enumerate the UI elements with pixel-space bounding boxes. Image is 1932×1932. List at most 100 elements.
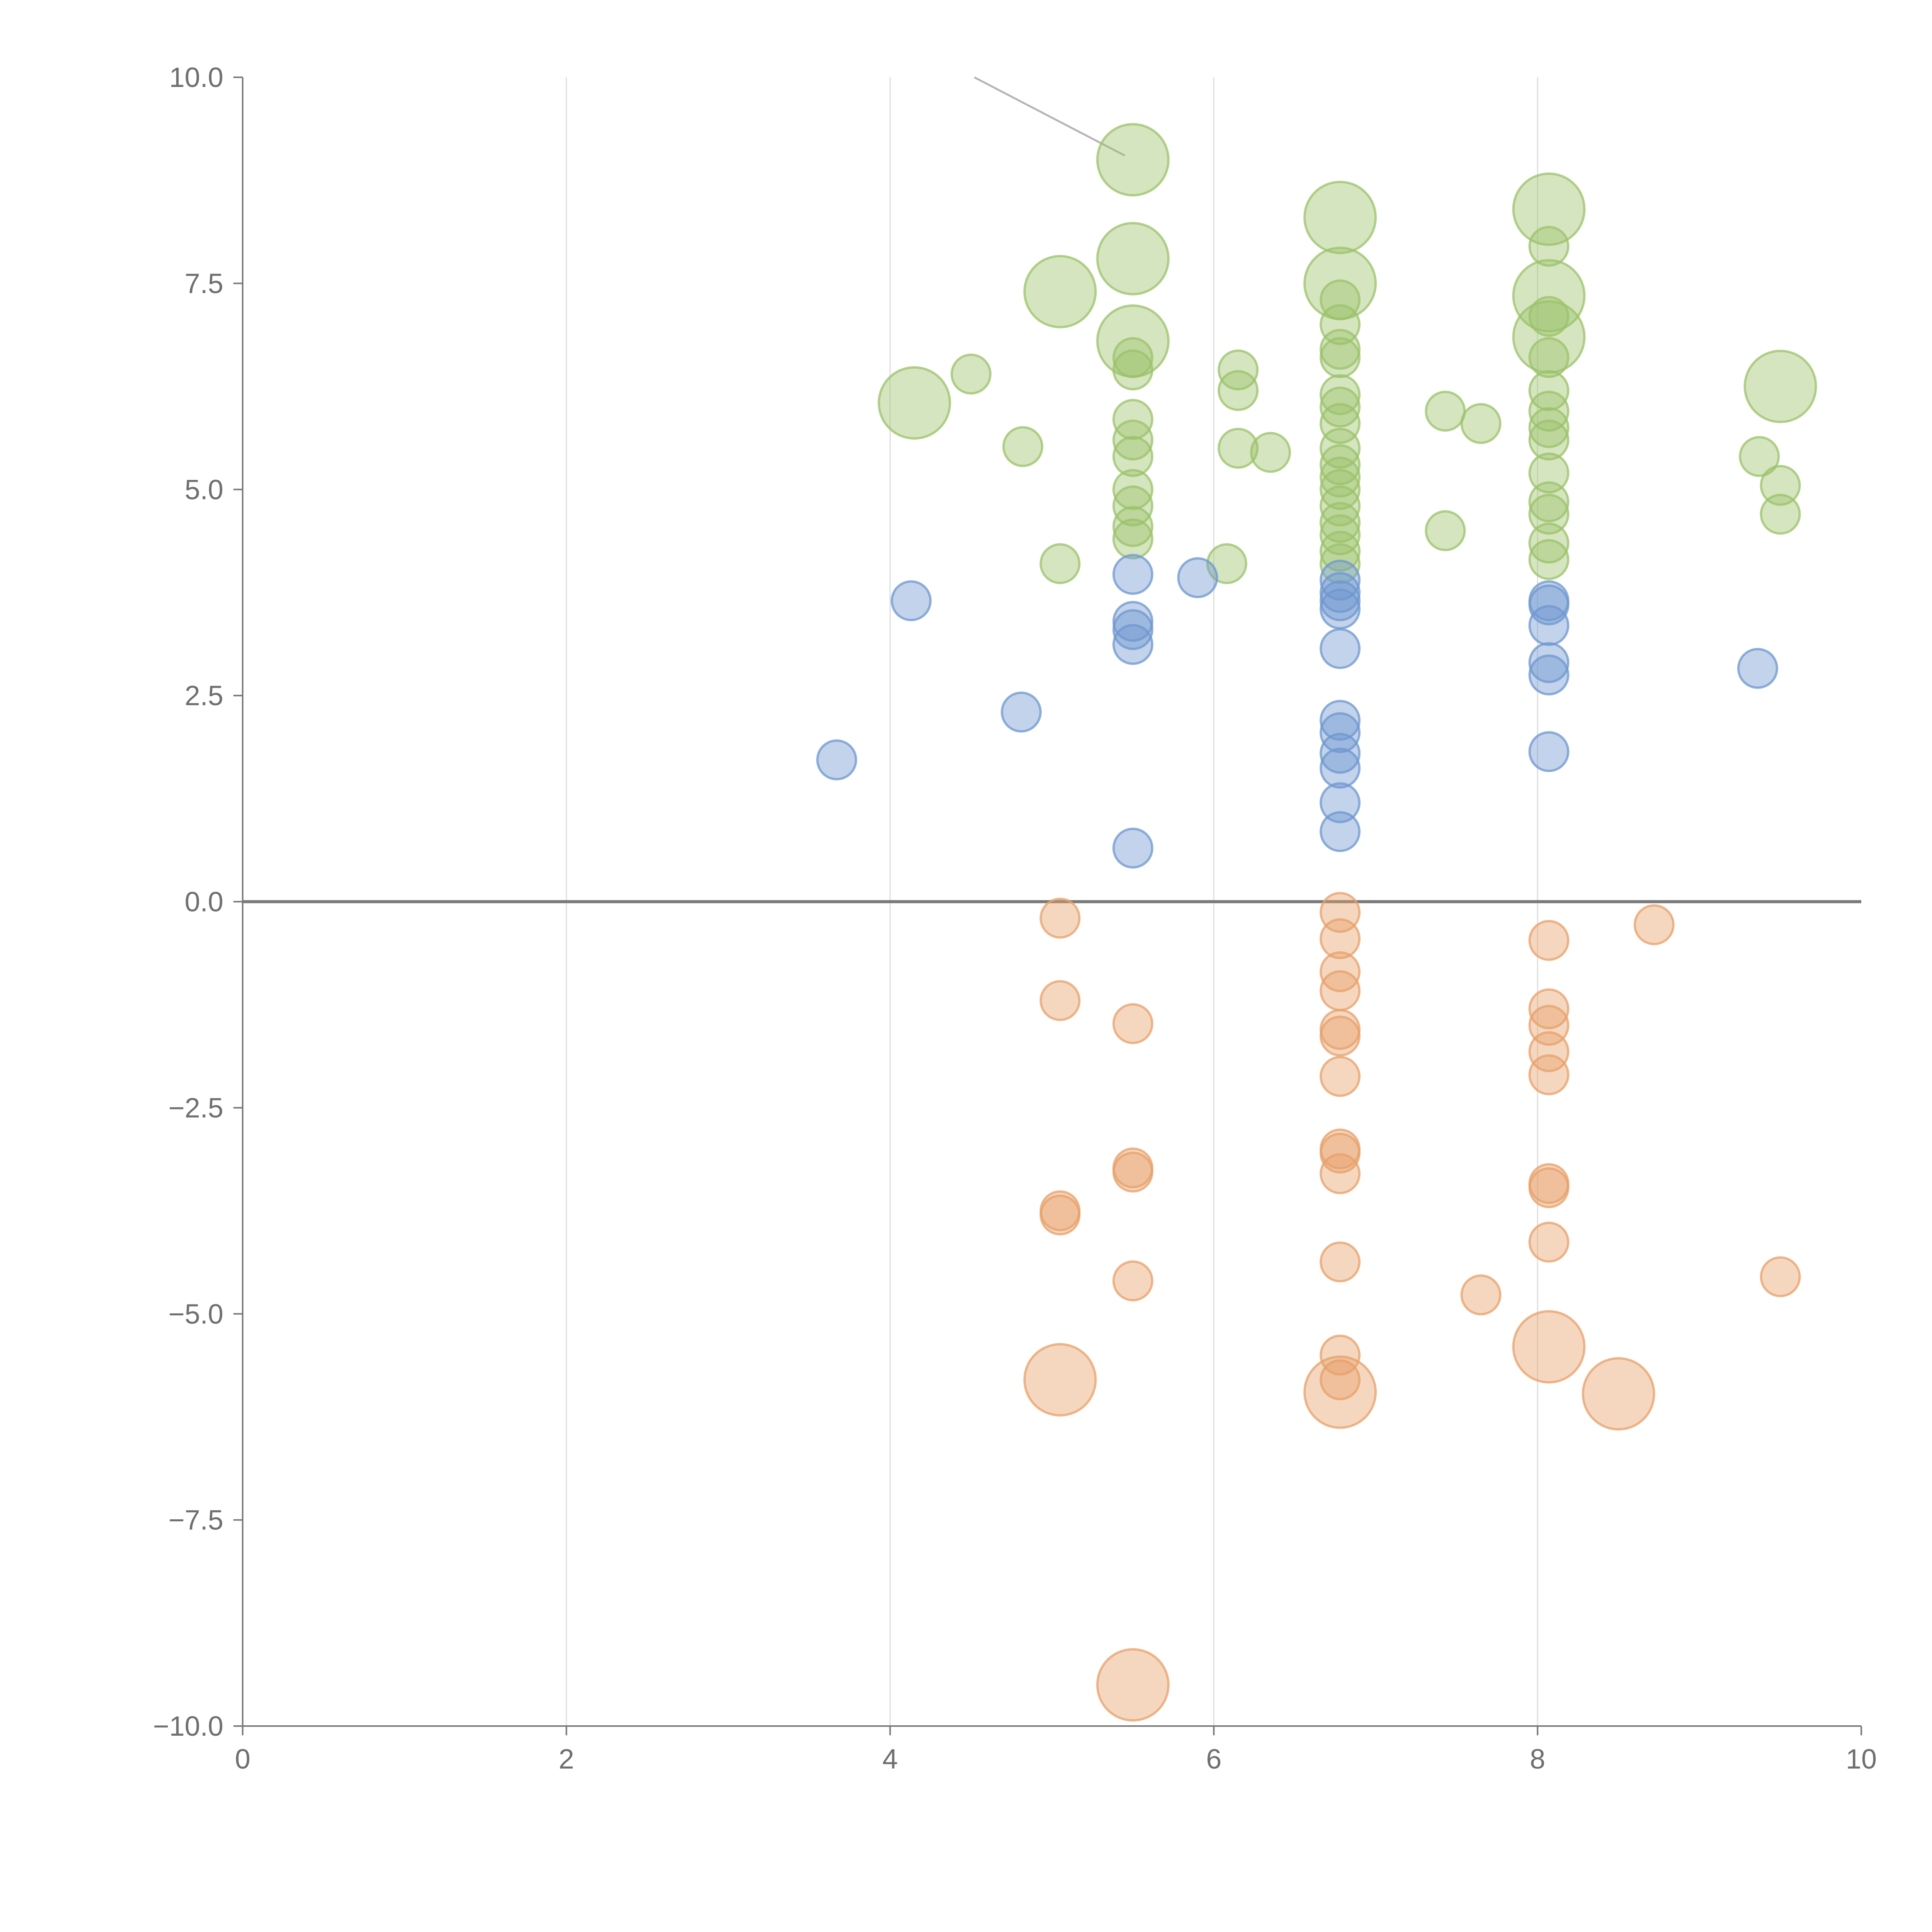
green-point-6 xyxy=(1112,419,1153,461)
green-point-52 xyxy=(1528,419,1570,461)
orange-point-8 xyxy=(1112,1260,1153,1301)
orange-point-9 xyxy=(1096,1648,1170,1722)
green-point-50 xyxy=(1528,391,1570,432)
y-tick-label-2: 5.0 xyxy=(185,474,223,505)
green-point-46 xyxy=(1528,226,1570,267)
y-tick-label-5: −2.5 xyxy=(168,1093,223,1124)
green-point-8 xyxy=(1112,469,1153,510)
green-point-3 xyxy=(1112,337,1153,378)
green-point-10 xyxy=(1112,506,1153,547)
green-point-41 xyxy=(1460,403,1502,444)
orange-point-1 xyxy=(1039,980,1081,1021)
green-point-59 xyxy=(1739,436,1780,477)
orange-point-35 xyxy=(1582,1357,1655,1431)
blue-point-0 xyxy=(816,739,857,781)
green-point-1 xyxy=(1096,222,1170,296)
green-point-49 xyxy=(1528,370,1570,411)
blue-point-14 xyxy=(1320,700,1361,741)
x-tick-label-5: 10 xyxy=(1846,1744,1877,1775)
green-point-7 xyxy=(1112,436,1153,477)
orange-point-36 xyxy=(1760,1256,1801,1298)
blue-point-1 xyxy=(891,580,932,621)
blue-point-3 xyxy=(1112,554,1153,595)
green-point-31 xyxy=(1320,428,1361,469)
green-point-20 xyxy=(1250,432,1291,473)
orange-point-3 xyxy=(1039,1194,1081,1236)
blue-point-12 xyxy=(1320,588,1361,630)
orange-point-26 xyxy=(1528,920,1570,961)
x-tick-label-0: 0 xyxy=(235,1744,250,1775)
orange-point-20 xyxy=(1320,1241,1361,1282)
blue-point-17 xyxy=(1320,747,1361,789)
orange-point-25 xyxy=(1633,904,1675,946)
green-point-5 xyxy=(1112,399,1153,440)
blue-point-2 xyxy=(1000,691,1042,733)
green-point-58 xyxy=(1743,350,1817,423)
annotation-leader-line xyxy=(974,76,1126,156)
y-tick-label-6: −5.0 xyxy=(168,1299,223,1330)
blue-point-25 xyxy=(1528,731,1570,772)
y-tick-label-1: 7.5 xyxy=(185,268,223,299)
x-tick-label-2: 4 xyxy=(883,1744,898,1775)
green-point-24 xyxy=(1320,279,1361,321)
green-point-33 xyxy=(1320,456,1361,498)
green-point-55 xyxy=(1528,493,1570,535)
green-point-42 xyxy=(1425,510,1466,551)
orange-point-16 xyxy=(1320,1056,1361,1097)
green-point-27 xyxy=(1320,337,1361,378)
blue-point-16 xyxy=(1320,733,1361,774)
orange-point-33 xyxy=(1528,1221,1570,1263)
blue-point-19 xyxy=(1320,811,1361,852)
orange-point-7 xyxy=(1112,1151,1153,1193)
orange-point-11 xyxy=(1320,918,1361,959)
green-point-17 xyxy=(1218,349,1259,391)
green-point-40 xyxy=(1425,391,1466,432)
blue-point-24 xyxy=(1528,654,1570,696)
green-point-0 xyxy=(1096,123,1170,197)
green-point-38 xyxy=(1320,531,1361,572)
blue-point-23 xyxy=(1528,642,1570,683)
green-point-19 xyxy=(1218,428,1259,469)
green-point-44 xyxy=(1512,259,1586,333)
green-point-32 xyxy=(1320,444,1361,485)
orange-point-19 xyxy=(1320,1153,1361,1194)
orange-point-27 xyxy=(1528,988,1570,1029)
green-point-14 xyxy=(878,366,951,440)
orange-point-32 xyxy=(1528,1167,1570,1208)
blue-point-6 xyxy=(1112,624,1153,665)
orange-point-21 xyxy=(1320,1334,1361,1376)
y-tick-label-4: 0.0 xyxy=(185,887,223,918)
green-point-29 xyxy=(1320,386,1361,428)
blue-point-8 xyxy=(1177,557,1218,599)
green-point-4 xyxy=(1112,349,1153,391)
green-point-54 xyxy=(1528,481,1570,522)
green-point-36 xyxy=(1320,502,1361,543)
green-point-22 xyxy=(1303,180,1377,254)
orange-point-15 xyxy=(1320,1015,1361,1057)
green-point-51 xyxy=(1528,407,1570,448)
y-tick-label-7: −7.5 xyxy=(168,1505,223,1536)
bubbles xyxy=(816,123,1817,1722)
green-point-35 xyxy=(1320,485,1361,527)
green-point-11 xyxy=(1112,518,1153,560)
y-tick-label-8: −10.0 xyxy=(153,1711,223,1742)
orange-point-22 xyxy=(1320,1359,1361,1400)
orange-point-13 xyxy=(1320,970,1361,1011)
blue-point-15 xyxy=(1320,712,1361,753)
green-point-45 xyxy=(1512,300,1586,374)
orange-point-5 xyxy=(1112,1003,1153,1044)
blue-point-5 xyxy=(1112,609,1153,650)
orange-point-0 xyxy=(1039,898,1081,939)
blue-point-21 xyxy=(1528,584,1570,626)
green-point-28 xyxy=(1320,374,1361,415)
green-point-39 xyxy=(1320,543,1361,584)
green-point-9 xyxy=(1112,485,1153,527)
green-point-25 xyxy=(1320,304,1361,345)
blue-point-22 xyxy=(1528,605,1570,646)
green-point-47 xyxy=(1528,296,1570,337)
orange-point-18 xyxy=(1320,1133,1361,1174)
blue-point-7 xyxy=(1112,827,1153,869)
blue-point-18 xyxy=(1320,782,1361,823)
green-point-53 xyxy=(1528,452,1570,494)
